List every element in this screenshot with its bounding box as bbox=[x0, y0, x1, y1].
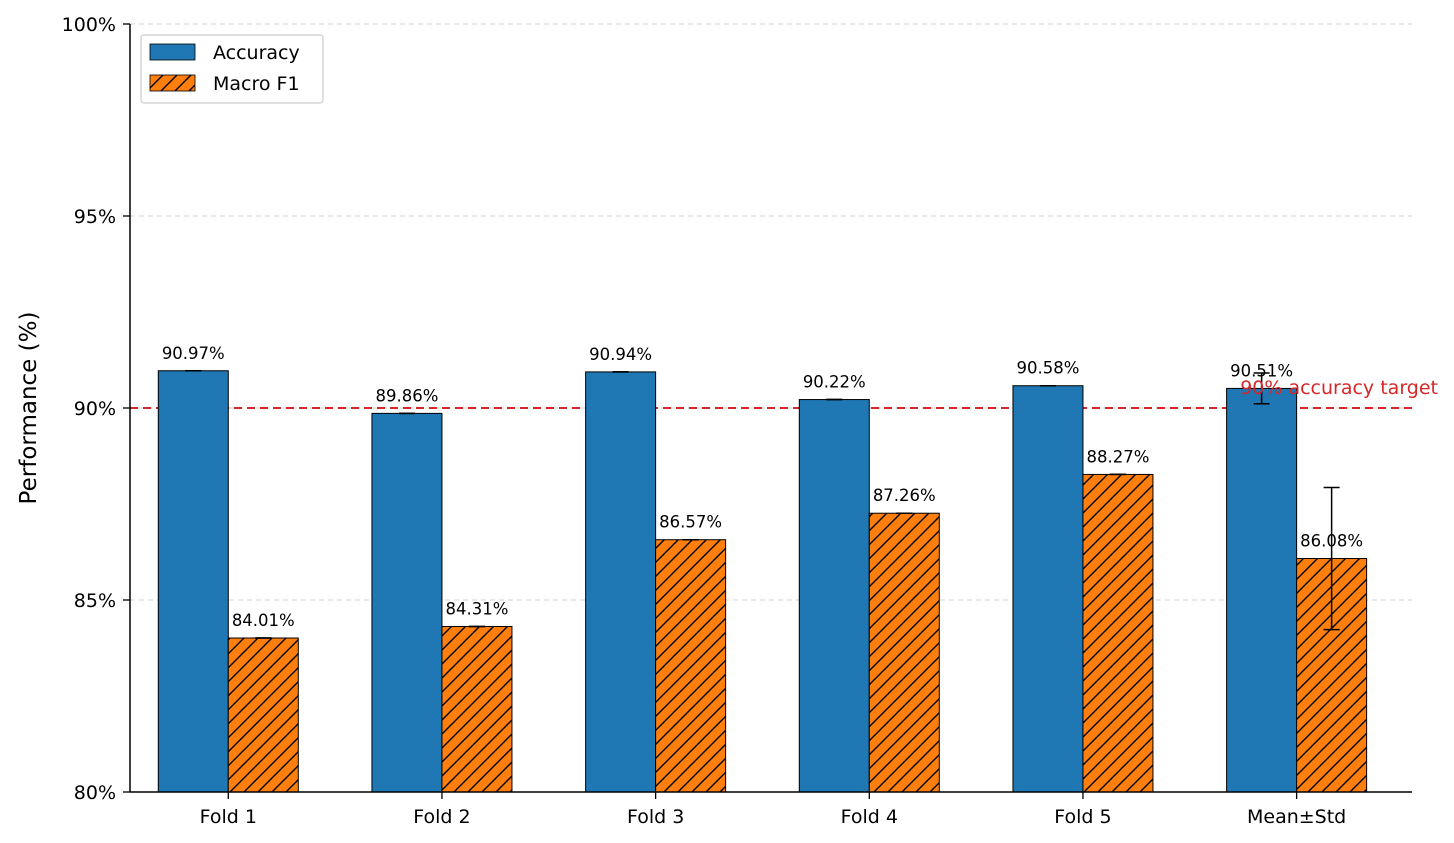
data-label: 90.58% bbox=[1016, 359, 1079, 378]
x-tick-label: Mean±Std bbox=[1247, 806, 1346, 828]
data-label: 86.57% bbox=[659, 513, 722, 532]
y-axis-title: Performance (%) bbox=[16, 312, 42, 505]
x-tick-label: Fold 1 bbox=[200, 806, 257, 828]
data-label: 89.86% bbox=[375, 386, 438, 405]
legend: Accuracy Macro F1 bbox=[140, 34, 324, 104]
bar-accuracy bbox=[1226, 387, 1298, 793]
bar-accuracy bbox=[798, 399, 870, 793]
bar-macro-f1 bbox=[227, 637, 299, 793]
x-tick-label: Fold 3 bbox=[627, 806, 684, 828]
bar-accuracy bbox=[1012, 385, 1084, 793]
data-label: 87.26% bbox=[873, 486, 936, 505]
data-label: 88.27% bbox=[1086, 447, 1149, 466]
x-tick-label: Fold 4 bbox=[841, 806, 898, 828]
bar-macro-f1 bbox=[1082, 473, 1154, 793]
x-tick-label: Fold 5 bbox=[1054, 806, 1111, 828]
bar-macro-f1 bbox=[441, 625, 513, 793]
data-label: 90.51% bbox=[1230, 361, 1293, 380]
y-ticks: 80% 85% 90% 95% 100% bbox=[62, 14, 130, 804]
bar-macro-f1 bbox=[655, 539, 727, 793]
bar-macro-f1 bbox=[868, 512, 940, 793]
y-tick-label: 95% bbox=[74, 206, 116, 228]
error-bars bbox=[185, 370, 1340, 639]
bar-accuracy bbox=[585, 371, 657, 793]
legend-swatch-macro-f1 bbox=[149, 74, 196, 92]
bar-accuracy bbox=[157, 370, 229, 793]
y-tick-label: 90% bbox=[74, 398, 116, 420]
data-label: 86.08% bbox=[1300, 532, 1363, 551]
legend-label-macro-f1: Macro F1 bbox=[213, 73, 300, 95]
data-label: 84.31% bbox=[445, 599, 508, 618]
bar-accuracy bbox=[371, 412, 443, 793]
x-tick-label: Fold 2 bbox=[413, 806, 470, 828]
y-tick-label: 85% bbox=[74, 590, 116, 612]
bars bbox=[157, 370, 1368, 793]
data-labels: 90.97% 89.86% 90.94% 90.22% 90.58% 90.51% 84.0… bbox=[162, 344, 1363, 630]
legend-label-accuracy: Accuracy bbox=[213, 42, 300, 64]
reference-line-label: 90% accuracy target bbox=[1240, 377, 1438, 399]
data-label: 90.22% bbox=[803, 373, 866, 392]
data-label: 90.94% bbox=[589, 345, 652, 364]
legend-swatch-accuracy bbox=[149, 43, 196, 61]
x-ticks: Fold 1 Fold 2 Fold 3 Fold 4 Fold 5 Mean±Std bbox=[200, 792, 1346, 828]
data-label: 84.01% bbox=[232, 611, 295, 630]
y-tick-label: 100% bbox=[62, 14, 116, 36]
y-tick-label: 80% bbox=[74, 782, 116, 804]
data-label: 90.97% bbox=[162, 344, 225, 363]
grid-lines bbox=[130, 23, 1412, 601]
